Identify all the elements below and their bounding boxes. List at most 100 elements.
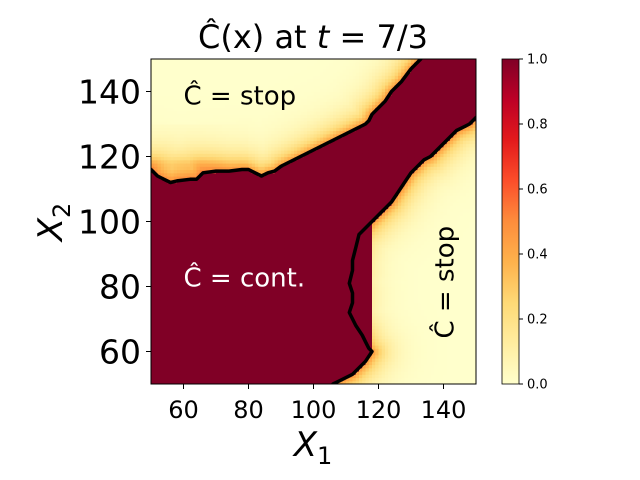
- heatmap-cell: [258, 127, 263, 132]
- heatmap-cell: [238, 198, 243, 203]
- heatmap-cell: [268, 276, 272, 281]
- heatmap-cell: [170, 189, 175, 193]
- heatmap-cell: [287, 325, 292, 330]
- heatmap-cell: [264, 179, 269, 184]
- heatmap-cell: [277, 150, 282, 154]
- heatmap-cell: [290, 231, 295, 236]
- heatmap-cell: [212, 345, 217, 349]
- heatmap-cell: [287, 228, 292, 232]
- heatmap-cell: [258, 374, 263, 379]
- heatmap-cell: [271, 273, 276, 278]
- heatmap-cell: [290, 273, 295, 278]
- heatmap-cell: [219, 302, 224, 307]
- heatmap-cell: [203, 361, 207, 366]
- heatmap-cell: [258, 231, 263, 236]
- heatmap-cell: [294, 283, 298, 288]
- heatmap-cell: [242, 59, 246, 63]
- heatmap-cell: [294, 338, 298, 343]
- heatmap-cell: [190, 117, 194, 122]
- heatmap-cell: [225, 94, 230, 99]
- heatmap-cell: [294, 75, 298, 80]
- heatmap-cell: [264, 254, 269, 258]
- heatmap-cell: [310, 111, 315, 115]
- heatmap-cell: [167, 111, 172, 115]
- heatmap-cell: [238, 364, 243, 369]
- heatmap-cell: [261, 215, 266, 219]
- heatmap-cell: [235, 124, 240, 128]
- heatmap-cell: [203, 215, 207, 219]
- heatmap-cell: [199, 130, 204, 135]
- heatmap-cell: [264, 228, 269, 232]
- heatmap-cell: [258, 163, 263, 167]
- heatmap-cell: [232, 293, 237, 297]
- heatmap-cell: [209, 133, 214, 138]
- heatmap-cell: [232, 59, 237, 63]
- heatmap-cell: [284, 361, 289, 366]
- heatmap-cell: [281, 94, 285, 99]
- heatmap-cell: [251, 189, 256, 193]
- heatmap-cell: [219, 85, 224, 89]
- heatmap-cell: [229, 302, 233, 307]
- heatmap-cell: [284, 88, 289, 93]
- heatmap-cell: [186, 315, 191, 320]
- heatmap-cell: [251, 367, 256, 372]
- heatmap-cell: [154, 189, 159, 193]
- heatmap-cell: [216, 107, 220, 112]
- heatmap-cell: [294, 250, 298, 255]
- heatmap-cell: [261, 133, 266, 138]
- heatmap-cell: [216, 211, 220, 216]
- heatmap-cell: [164, 280, 168, 284]
- heatmap-cell: [186, 380, 191, 384]
- heatmap-cell: [261, 85, 266, 89]
- heatmap-cell: [287, 198, 292, 203]
- heatmap-cell: [196, 81, 201, 86]
- heatmap-cell: [157, 273, 162, 278]
- heatmap-cell: [297, 124, 302, 128]
- heatmap-cell: [274, 65, 279, 70]
- heatmap-cell: [154, 237, 159, 242]
- heatmap-cell: [251, 241, 256, 245]
- heatmap-cell: [255, 68, 259, 73]
- heatmap-cell: [290, 280, 295, 284]
- heatmap-cell: [206, 146, 211, 151]
- heatmap-cell: [277, 81, 282, 86]
- heatmap-cell: [261, 254, 266, 258]
- heatmap-cell: [251, 208, 256, 213]
- heatmap-cell: [268, 185, 272, 190]
- heatmap-cell: [206, 296, 211, 301]
- heatmap-cell: [157, 150, 162, 154]
- heatmap-cell: [303, 254, 308, 258]
- heatmap-cell: [300, 65, 305, 70]
- heatmap-cell: [154, 107, 159, 112]
- heatmap-cell: [274, 374, 279, 379]
- heatmap-cell: [199, 159, 204, 164]
- heatmap-cell: [255, 367, 259, 372]
- heatmap-cell: [222, 280, 227, 284]
- heatmap-cell: [225, 215, 230, 219]
- heatmap-cell: [251, 361, 256, 366]
- heatmap-cell: [255, 254, 259, 258]
- heatmap-cell: [186, 260, 191, 265]
- heatmap-cell: [151, 101, 155, 106]
- heatmap-cell: [258, 205, 263, 210]
- heatmap-cell: [196, 72, 201, 76]
- heatmap-cell: [193, 107, 198, 112]
- heatmap-cell: [248, 244, 253, 249]
- heatmap-cell: [164, 263, 168, 268]
- heatmap-cell: [235, 75, 240, 80]
- heatmap-cell: [310, 81, 315, 86]
- heatmap-cell: [160, 276, 165, 281]
- heatmap-cell: [164, 254, 168, 258]
- heatmap-cell: [281, 68, 285, 73]
- heatmap-cell: [206, 299, 211, 304]
- heatmap-cell: [151, 341, 155, 346]
- heatmap-cell: [186, 94, 191, 99]
- heatmap-cell: [151, 111, 155, 115]
- heatmap-cell: [170, 380, 175, 384]
- heatmap-cell: [180, 153, 185, 158]
- heatmap-cell: [209, 358, 214, 362]
- heatmap-cell: [219, 156, 224, 161]
- heatmap-cell: [258, 78, 263, 83]
- heatmap-cell: [238, 185, 243, 190]
- heatmap-cell: [160, 283, 165, 288]
